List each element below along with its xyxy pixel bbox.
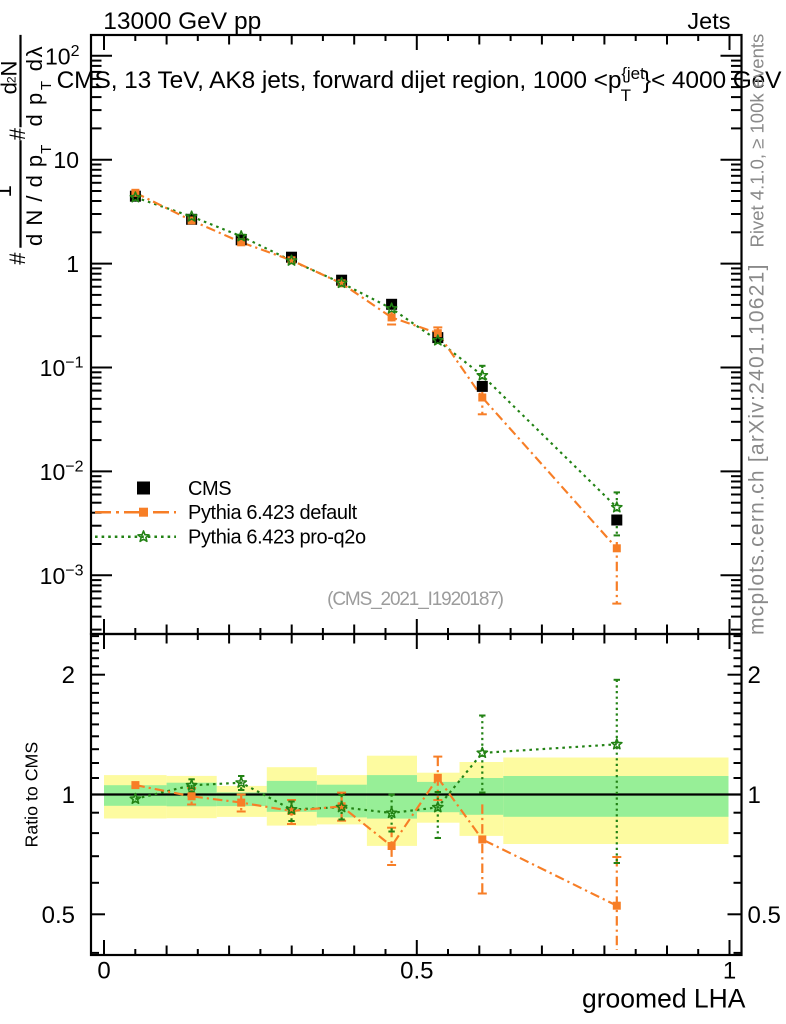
svg-text:0.5: 0.5 <box>748 902 781 929</box>
svg-text:10−2: 10−2 <box>40 458 84 485</box>
svg-text:Pythia 6.423 default: Pythia 6.423 default <box>188 502 358 524</box>
svg-text:groomed LHA: groomed LHA <box>582 984 746 1014</box>
svg-text:#: # <box>5 127 30 140</box>
svg-text:CMS: CMS <box>188 478 231 500</box>
svg-text:CMS, 13 TeV, AK8 jets, forward: CMS, 13 TeV, AK8 jets, forward dijet reg… <box>57 64 783 105</box>
svg-text:1: 1 <box>62 782 75 809</box>
svg-text:2: 2 <box>62 662 75 689</box>
svg-text:d N / d pT: d N / d pT <box>22 145 55 246</box>
svg-text:Jets: Jets <box>687 8 730 34</box>
svg-text:13000 GeV pp: 13000 GeV pp <box>103 8 261 35</box>
svg-text:(CMS_2021_I1920187): (CMS_2021_I1920187) <box>327 589 503 610</box>
svg-text:mcplots.cern.ch [arXiv:2401.10: mcplots.cern.ch [arXiv:2401.10621] <box>746 263 769 635</box>
svg-text:1: 1 <box>66 251 79 277</box>
svg-text:1: 1 <box>723 958 736 985</box>
svg-text:2: 2 <box>748 662 761 689</box>
svg-text:102: 102 <box>45 43 80 70</box>
svg-text:1: 1 <box>0 185 16 197</box>
svg-text:10−3: 10−3 <box>40 562 84 589</box>
svg-text:1: 1 <box>748 782 761 809</box>
svg-text:#: # <box>5 252 30 265</box>
svg-text:0.5: 0.5 <box>42 902 75 929</box>
svg-text:10−1: 10−1 <box>40 355 84 382</box>
svg-text:d pT dλ: d pT dλ <box>22 45 55 127</box>
svg-text:Pythia 6.423 pro-q2o: Pythia 6.423 pro-q2o <box>188 527 366 549</box>
svg-text:Rivet 4.1.0, ≥ 100k events: Rivet 4.1.0, ≥ 100k events <box>747 34 768 248</box>
svg-text:0.5: 0.5 <box>400 958 433 985</box>
svg-text:d2N: d2N <box>0 61 22 95</box>
svg-text:0: 0 <box>97 958 110 985</box>
svg-text:Ratio to CMS: Ratio to CMS <box>22 742 42 848</box>
svg-text:10: 10 <box>53 147 79 173</box>
